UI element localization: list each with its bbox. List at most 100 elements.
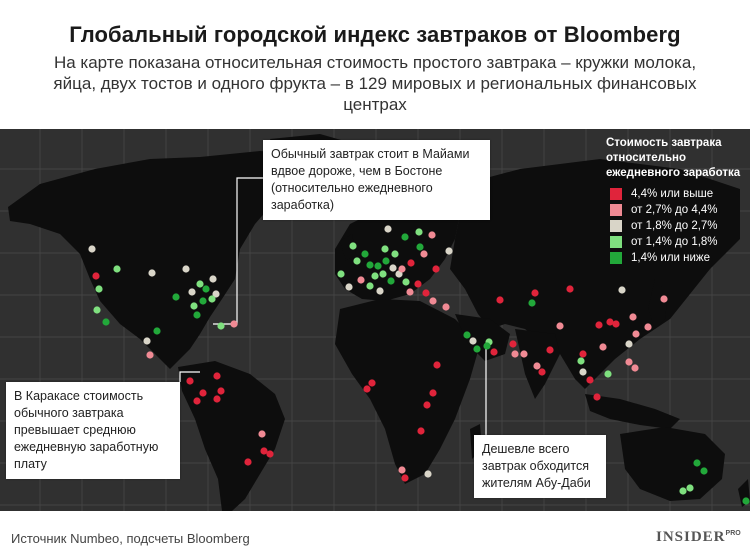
city-marker [424,470,432,478]
city-marker [88,245,96,253]
city-marker [632,330,640,338]
city-marker [186,377,194,385]
city-marker [143,337,151,345]
city-marker [414,280,422,288]
callout-miami-text: Обычный завтрак стоит в Майами вдвое дор… [271,147,470,212]
europe-landmass [335,199,460,301]
city-marker [593,393,601,401]
city-marker [153,327,161,335]
city-marker [473,345,481,353]
city-marker [618,286,626,294]
city-marker [190,302,198,310]
city-marker [531,289,539,297]
city-marker [193,397,201,405]
city-marker [387,277,395,285]
city-marker [612,320,620,328]
city-marker [415,228,423,236]
city-marker [244,458,252,466]
city-marker [146,351,154,359]
world-map: Обычный завтрак стоит в Майами вдвое дор… [0,129,750,511]
city-marker [361,250,369,258]
city-marker [428,231,436,239]
legend-swatch-medium [610,220,622,232]
legend-label: 4,4% или выше [631,187,714,200]
city-marker [193,311,201,319]
legend-item-high: от 2,7% до 4,4% [610,202,746,218]
city-marker [345,283,353,291]
city-marker [266,450,274,458]
city-marker [366,261,374,269]
city-marker [337,270,345,278]
city-marker [113,265,121,273]
city-marker [429,389,437,397]
africa-landmass [335,299,480,484]
city-marker [172,293,180,301]
city-marker [102,318,110,326]
city-marker [577,357,585,365]
page-title: Глобальный городской индекс завтраков от… [69,22,681,47]
city-marker [353,257,361,265]
legend-item-medium: от 1,8% до 2,7% [610,218,746,234]
city-marker [260,447,268,455]
legend-label: от 1,4% до 1,8% [631,235,718,248]
city-marker [693,459,701,467]
source-note: Источник Numbeo, подсчеты Bloomberg [11,531,250,546]
callout-abu-dhabi: Дешевле всего завтрак обходится жителям … [474,435,606,498]
city-marker [625,358,633,366]
city-marker [528,299,536,307]
city-marker [599,343,607,351]
city-marker [376,287,384,295]
city-marker [742,497,750,505]
city-marker [391,250,399,258]
city-marker [213,372,221,380]
city-marker [660,295,668,303]
city-marker [374,262,382,270]
city-marker [423,401,431,409]
city-marker [258,430,266,438]
city-marker [496,296,504,304]
city-marker [381,245,389,253]
map-canvas [0,129,750,511]
legend-swatch-very-high [610,188,622,200]
city-marker [579,350,587,358]
city-marker [566,285,574,293]
city-marker [202,285,210,293]
legend-title: Стоимость завтрака относительно ежедневн… [606,137,741,179]
city-marker [209,275,217,283]
city-marker [217,322,225,330]
city-marker [357,276,365,284]
city-marker [182,265,190,273]
page-subtitle: На карте показана относительная стоимост… [53,53,697,114]
city-marker [379,270,387,278]
city-marker [407,259,415,267]
city-marker [349,242,357,250]
city-marker [384,225,392,233]
city-marker [429,297,437,305]
legend-label: 1,4% или ниже [631,251,711,264]
city-marker [148,269,156,277]
city-marker [490,348,498,356]
city-marker [402,278,410,286]
legend: Стоимость завтрака относительно ежедневн… [606,136,746,266]
city-marker [401,233,409,241]
city-marker [417,427,425,435]
city-marker [92,272,100,280]
city-marker [595,321,603,329]
city-marker [520,350,528,358]
miami-leader-line [213,177,263,325]
callout-caracas: В Каракасе стоимость обычного завтрака п… [6,382,180,479]
city-marker [196,280,204,288]
city-marker [469,337,477,345]
city-marker [625,340,633,348]
city-marker [679,487,687,495]
callout-abu-dhabi-text: Дешевле всего завтрак обходится жителям … [482,442,591,490]
city-marker [371,272,379,280]
city-marker [208,295,216,303]
city-marker [511,350,519,358]
city-marker [445,247,453,255]
legend-item-very-low: 1,4% или ниже [610,250,746,266]
city-marker [538,368,546,376]
city-marker [188,288,196,296]
legend-label: от 1,8% до 2,7% [631,219,718,232]
city-marker [368,379,376,387]
